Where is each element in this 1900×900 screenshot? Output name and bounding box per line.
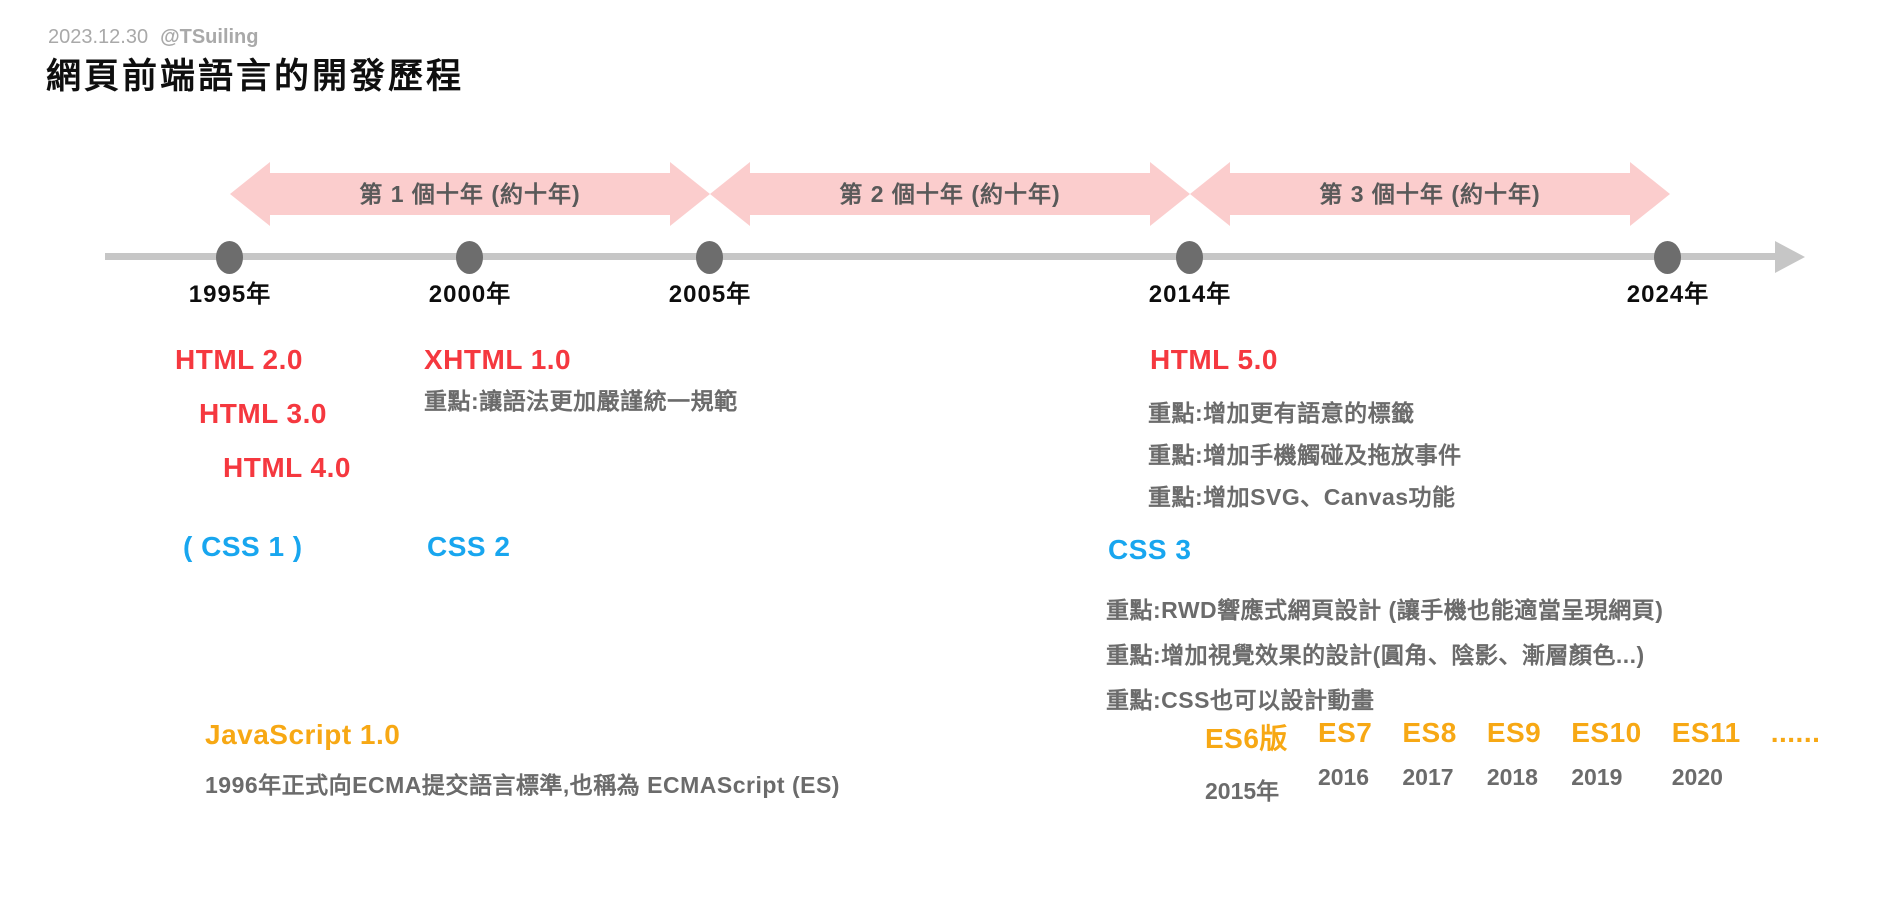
- es6-year: 2015年: [1205, 778, 1280, 804]
- arrow-right-head-icon: [1150, 162, 1190, 226]
- es-column-es6: ES6版 2015年: [1205, 717, 1288, 806]
- es8-label: ES8: [1402, 717, 1457, 748]
- year-label-1995: 1995年: [188, 281, 272, 308]
- es-versions-row: ES6版 2015年 ES7 2016 ES8 2017 ES9 2018 ES…: [1205, 717, 1820, 806]
- es-column-es9: ES9 2018: [1487, 717, 1541, 806]
- html5-notes: 重點:增加更有語意的標籤 重點:增加手機觸碰及拖放事件 重點:增加SVG、Can…: [1148, 392, 1462, 518]
- html5-note-1: 重點:增加更有語意的標籤: [1148, 400, 1415, 426]
- year-label-2014: 2014年: [1148, 281, 1232, 308]
- year-label-2024: 2024年: [1626, 281, 1710, 308]
- html2-version-label: HTML 2.0: [175, 344, 303, 375]
- es9-year: 2018: [1486, 764, 1538, 790]
- es9-label: ES9: [1486, 717, 1542, 748]
- arrow-left-head-icon: [1190, 162, 1230, 226]
- css1-version-label: ( CSS 1 ): [183, 531, 303, 562]
- css3-note-1: 重點:RWD響應式網頁設計 (讓手機也能適當呈現網頁): [1106, 597, 1664, 623]
- timeline-arrowhead-icon: [1775, 241, 1805, 273]
- es11-label: ES11: [1671, 717, 1741, 748]
- decade-arrow-1-label: 第 1 個十年 (約十年): [359, 181, 581, 207]
- css3-note-2: 重點:增加視覺效果的設計(圓角、陰影、漸層顏色...): [1106, 642, 1645, 668]
- timeline-dot-2000: [456, 241, 483, 274]
- es-more-label: ......: [1770, 717, 1821, 748]
- javascript-note: 1996年正式向ECMA提交語言標準,也稱為 ECMAScript (ES): [205, 772, 840, 798]
- es7-label: ES7: [1317, 717, 1373, 748]
- arrow-left-head-icon: [230, 162, 270, 226]
- es-column-more: ......: [1771, 717, 1821, 806]
- xhtml-version-label: XHTML 1.0: [424, 344, 572, 375]
- year-label-2005: 2005年: [668, 281, 752, 308]
- timeline-dot-2005: [696, 241, 723, 274]
- decade-arrow-2: 第 2 個十年 (約十年): [710, 162, 1190, 226]
- decade-arrow-1: 第 1 個十年 (約十年): [230, 162, 710, 226]
- arrow-right-head-icon: [670, 162, 710, 226]
- html5-note-2: 重點:增加手機觸碰及拖放事件: [1148, 442, 1462, 468]
- author-handle: @TSuiling: [160, 26, 259, 48]
- es10-year: 2019: [1571, 764, 1623, 790]
- timeline-dot-2024: [1654, 241, 1681, 274]
- xhtml-note: 重點:讓語法更加嚴謹統一規範: [424, 388, 738, 414]
- javascript-version-label: JavaScript 1.0: [205, 719, 401, 750]
- es-column-es10: ES10 2019: [1571, 717, 1642, 806]
- es10-label: ES10: [1571, 717, 1642, 748]
- es11-year: 2020: [1671, 764, 1723, 790]
- es-column-es7: ES7 2016: [1318, 717, 1372, 806]
- css3-note-3: 重點:CSS也可以設計動畫: [1106, 687, 1375, 713]
- date-line: 2023.12.30 @TSuiling: [48, 26, 259, 49]
- arrow-bar: [1228, 173, 1632, 215]
- css3-version-label: CSS 3: [1108, 534, 1192, 565]
- arrow-bar: [268, 173, 672, 215]
- html5-note-3: 重點:增加SVG、Canvas功能: [1148, 484, 1456, 510]
- es-column-es8: ES8 2017: [1402, 717, 1456, 806]
- decade-arrow-3: 第 3 個十年 (約十年): [1190, 162, 1670, 226]
- arrow-bar: [748, 173, 1152, 215]
- page-title: 網頁前端語言的開發歷程: [46, 57, 465, 96]
- year-label-2000: 2000年: [428, 281, 512, 308]
- timeline-dot-2014: [1176, 241, 1203, 274]
- es8-year: 2017: [1402, 764, 1454, 790]
- css3-notes: 重點:RWD響應式網頁設計 (讓手機也能適當呈現網頁) 重點:增加視覺效果的設計…: [1106, 588, 1663, 723]
- timeline-dot-1995: [216, 241, 243, 274]
- html3-version-label: HTML 3.0: [199, 398, 327, 429]
- es-column-es11: ES11 2020: [1672, 717, 1741, 806]
- timeline-axis: [105, 253, 1777, 260]
- es7-year: 2016: [1317, 764, 1370, 790]
- decade-arrow-2-label: 第 2 個十年 (約十年): [839, 181, 1061, 207]
- arrow-right-head-icon: [1630, 162, 1670, 226]
- es6-label: ES6版: [1205, 723, 1288, 754]
- html5-version-label: HTML 5.0: [1150, 344, 1278, 375]
- date-text: 2023.12.30: [48, 26, 149, 48]
- decade-arrow-3-label: 第 3 個十年 (約十年): [1319, 181, 1541, 207]
- css2-version-label: CSS 2: [427, 531, 511, 562]
- arrow-left-head-icon: [710, 162, 750, 226]
- html4-version-label: HTML 4.0: [223, 452, 351, 483]
